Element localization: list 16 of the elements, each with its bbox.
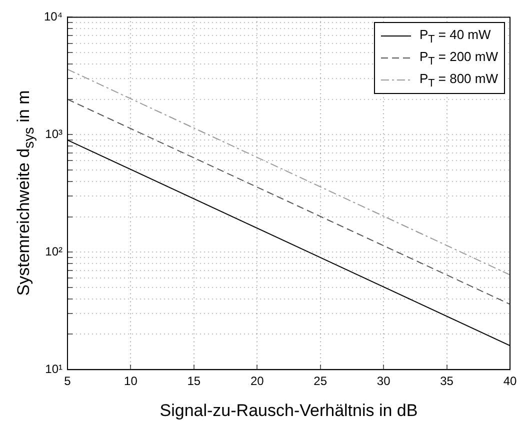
x-tick-label: 5	[64, 374, 72, 388]
legend-label: P$_{T}$ = 40 mW	[419, 26, 491, 46]
x-tick-label: 40	[503, 374, 517, 388]
x-tick-label: 15	[187, 374, 201, 388]
x-tick-label: 30	[376, 374, 391, 388]
y-tick-label: 10²	[45, 244, 63, 258]
x-tick-label: 35	[440, 374, 454, 388]
legend-label: P$_{T}$ = 200 mW	[419, 48, 498, 68]
x-axis-title: Signal-zu-Rausch-Verhältnis in dB	[160, 401, 418, 421]
y-tick-label: 10³	[45, 126, 63, 141]
legend-label: P$_{T}$ = 800 mW	[419, 70, 498, 90]
y-tick-label: 10⁴	[44, 10, 63, 24]
x-tick-label: 10	[124, 374, 138, 388]
x-tick-label: 20	[250, 374, 264, 388]
x-tick-label: 25	[314, 374, 328, 388]
y-tick-label: 10¹	[45, 362, 63, 376]
